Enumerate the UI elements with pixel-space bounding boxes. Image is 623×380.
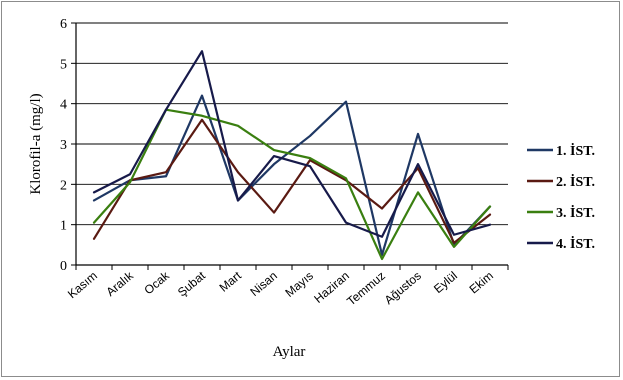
series-lines [92,50,492,261]
x-tick-label: Temmuz [344,269,388,309]
legend-label: 3. İST. [556,204,595,221]
y-tick-label: 6 [60,17,67,32]
y-tick-label: 2 [60,178,67,193]
x-tick-label: Ocak [141,268,172,297]
x-tick-label: Eylül [431,269,460,296]
x-tick-labels: Kasım Aralık Ocak Şubat Mart Nisan MayısHazira… [65,268,496,309]
x-tick-label: Kasım [65,269,100,302]
y-tick-labels: 0 1 2 3 4 5 6 [60,17,67,274]
x-tick-label: Ağustos [382,269,424,308]
legend: 1. İST. 2. İST. 3. İST. 4. İST. [527,142,595,252]
y-tick-label: 4 [60,98,67,113]
y-axis-title: Klorofil-a (mg/l) [28,93,44,194]
y-tick-label: 1 [60,219,67,234]
x-tick-label: Nisan [247,269,280,299]
series-line-2 [92,118,492,244]
series-line-4 [92,50,492,238]
x-tick-label: Şubat [175,268,209,299]
x-tick-label: Aralık [103,268,136,299]
legend-label: 2. İST. [556,173,595,190]
y-tick-label: 3 [60,138,67,153]
y-tick-label: 0 [60,259,67,274]
gridlines [71,22,509,270]
series-line-1 [92,94,492,257]
y-tick-label: 5 [60,57,67,72]
legend-label: 1. İST. [556,142,595,159]
x-axis-title: Aylar [273,344,306,360]
x-tick-label: Mart [217,268,245,295]
legend-label: 4. İST. [556,235,595,252]
x-tick-label: Ekim [466,269,495,297]
